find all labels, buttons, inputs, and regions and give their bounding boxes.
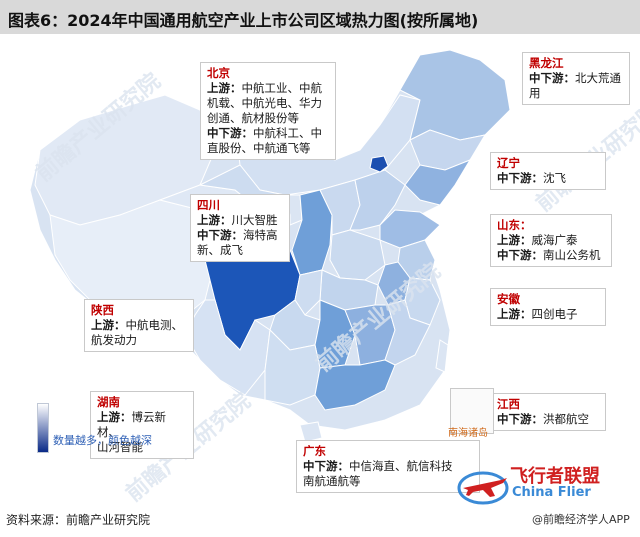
region-heilongjiang [399,49,511,141]
province-name: 江西 [497,397,520,411]
source-note: 资料来源：前瞻产业研究院 [6,513,151,527]
callout-shandong: 山东： 上游：威海广泰 中下游：南山公务机 [490,214,612,267]
province-name: 四川 [197,198,220,212]
callout-liaoning: 辽宁 中下游：沈飞 [490,152,606,190]
province-name: 广东 [303,444,326,458]
callout-beijing: 北京 上游：中航工业、中航 机载、中航光电、华力 创通、航材股份等 中下游：中航… [200,62,336,160]
legend-gradient [37,403,49,453]
province-name: 山东： [497,218,532,232]
province-name: 陕西 [91,303,114,317]
callout-guangdong: 广东 中下游：中信海直、航信科技 南航通航等 [296,440,480,493]
china-map [29,49,511,443]
callout-sichuan: 四川 上游：川大智胜 中下游：海特高 新、成飞 [190,194,290,262]
footer-brand: @前瞻经济学人APP [532,513,630,526]
logo-text-en: China Flier [512,485,591,500]
callout-jiangxi: 江西 中下游：洪都航空 [490,393,606,431]
region-henan [329,229,386,281]
province-name: 湖南 [97,395,120,409]
region-taiwan [435,339,449,373]
callout-shaanxi: 陕西 上游：中航电测、 航发动力 [84,299,194,352]
nanhai-inset [450,388,494,434]
callout-hunan: 湖南 上游：博云新材、 山河智能 [90,391,194,459]
province-name: 北京 [207,66,230,80]
logo-text-cn: 飞行者联盟 [510,466,600,487]
region-hainan [299,421,323,443]
nanhai-label: 南海诸岛 [448,428,488,439]
chart-title: 图表6：2024年中国通用航空产业上市公司区域热力图(按所属地) [8,11,479,30]
province-name: 安徽 [497,292,520,306]
region-guangdong [314,359,396,411]
province-name: 黑龙江 [529,56,564,70]
callout-heilongjiang: 黑龙江 中下游：北大荒通 用 [522,52,630,105]
province-name: 辽宁 [497,156,520,170]
region-liaoning [404,158,472,206]
plane-logo-icon [457,471,509,505]
callout-anhui: 安徽 上游：四创电子 [490,288,606,326]
title-bar: 图表6：2024年中国通用航空产业上市公司区域热力图(按所属地) [0,0,640,34]
region-fujian [384,299,431,366]
region-shandong [379,209,441,249]
region-beijing [369,155,389,173]
legend-label: 数量越多，颜色越深 [53,434,152,447]
